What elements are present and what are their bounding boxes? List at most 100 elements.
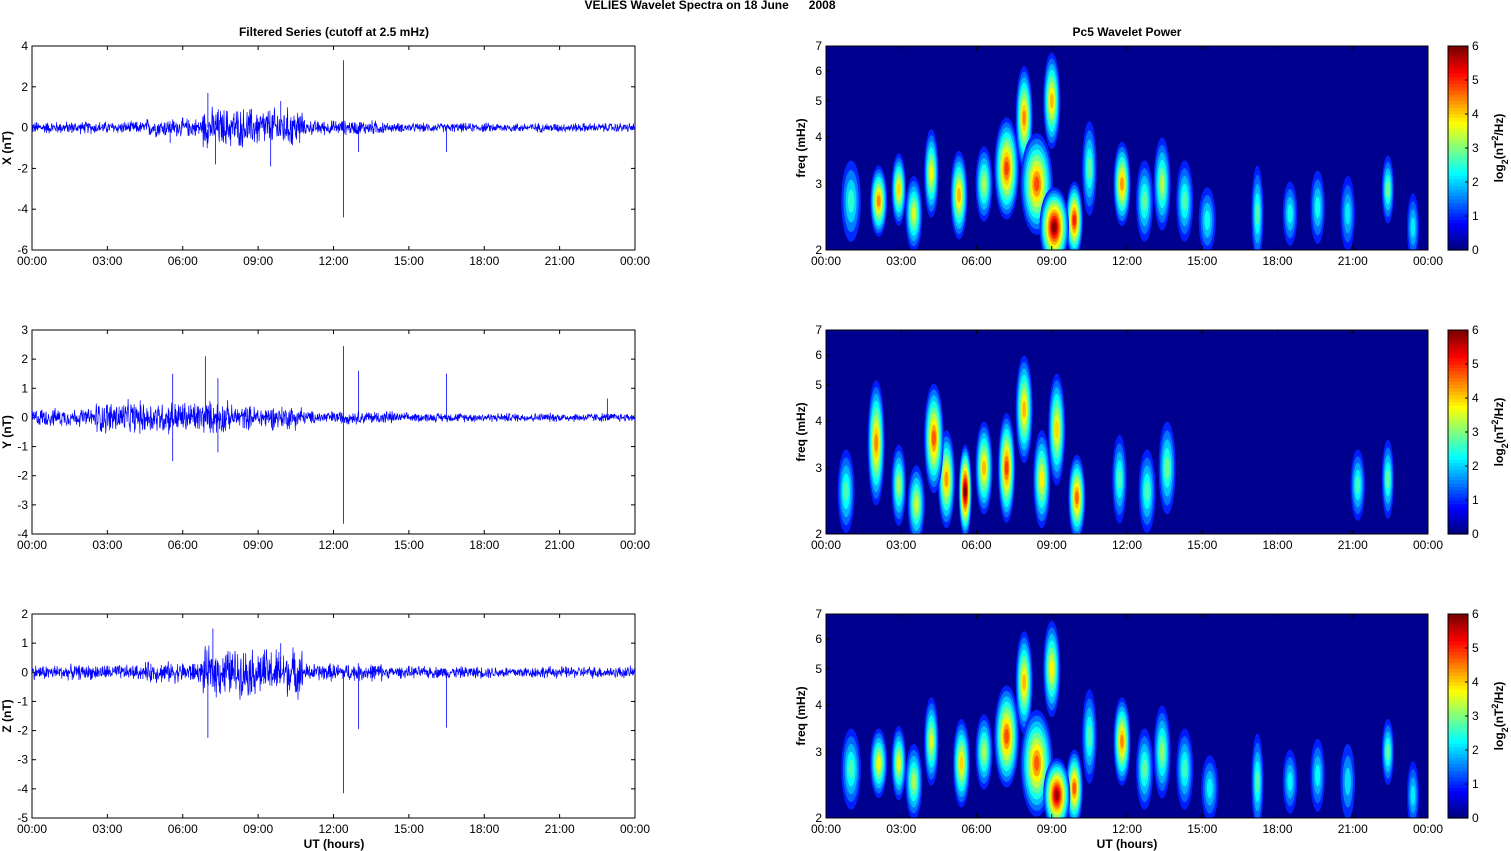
colorbar-cell — [1448, 178, 1468, 183]
colorbar-cell — [1448, 46, 1468, 50]
x-tick-label: 15:00 — [394, 822, 424, 836]
x-tick-label: 09:00 — [243, 538, 273, 552]
colorbar-cell — [1448, 404, 1468, 409]
colorbar-cell — [1448, 367, 1468, 372]
colorbar-cell — [1448, 503, 1468, 508]
x-tick-label: 09:00 — [1037, 538, 1067, 552]
y-tick-label: -2 — [17, 724, 28, 738]
colorbar-cell — [1448, 709, 1468, 714]
power-blob — [1087, 157, 1092, 180]
colorbar-cell — [1448, 97, 1468, 101]
colorbar-cell — [1448, 117, 1468, 122]
x-tick-label: 09:00 — [1037, 822, 1067, 836]
line-panel-2: -4 -3 -2 -1 0 1 2 3 00:00 03:00 06:00 09:00 12:00 15:… — [0, 323, 650, 552]
x-tick-label: 03:00 — [92, 538, 122, 552]
label-sup: 2 — [1490, 136, 1500, 141]
x-tick-label: 03:00 — [92, 254, 122, 268]
colorbar-cell — [1448, 124, 1468, 129]
x-tick-label: 21:00 — [545, 822, 575, 836]
power-blob — [1355, 476, 1361, 494]
label-part: /Hz) — [1492, 114, 1506, 136]
power-blob — [896, 183, 901, 196]
colorbar-cell — [1448, 722, 1468, 727]
power-blob — [843, 481, 849, 502]
colorbar-cell — [1448, 644, 1468, 649]
label-sub: 2 — [1500, 727, 1510, 732]
colorbar-cell — [1448, 733, 1468, 737]
colorbar-cell — [1448, 80, 1468, 84]
y-tick-label: 3 — [815, 177, 822, 191]
power-blob — [1287, 772, 1293, 792]
power-blob — [876, 195, 881, 207]
colorbar-cell — [1448, 753, 1468, 758]
power-blob — [1034, 755, 1040, 771]
colorbar-cell — [1448, 631, 1468, 635]
colorbar-cell — [1448, 222, 1468, 227]
colorbar-cell — [1448, 418, 1468, 423]
power-blob — [1410, 217, 1416, 238]
left-column-title: Filtered Series (cutoff at 2.5 mHz) — [239, 25, 429, 39]
x-tick-label: 00:00 — [620, 538, 650, 552]
y-tick-label: 2 — [815, 811, 822, 825]
power-blob — [1087, 725, 1092, 748]
power-blob — [896, 756, 901, 771]
colorbar-cell — [1448, 226, 1468, 231]
heatmap-cells — [837, 355, 1394, 534]
colorbar-cell — [1448, 336, 1468, 341]
figure-suptitle: VELIES Wavelet Spectra on 18 June 2008 — [585, 0, 836, 12]
y-tick-label: -4 — [17, 527, 28, 541]
colorbar-tick-label: 1 — [1472, 493, 1479, 507]
colorbar-cell — [1448, 438, 1468, 443]
power-blob — [1004, 460, 1009, 476]
power-blob — [1315, 764, 1321, 786]
x-tick-label: 06:00 — [168, 822, 198, 836]
x-tick-label: 18:00 — [1262, 538, 1292, 552]
colorbar-cell — [1448, 777, 1468, 782]
colorbar-label: log2(nT2/Hz) — [1490, 114, 1510, 183]
colorbar-cell — [1448, 182, 1468, 186]
colorbar-cell — [1448, 432, 1468, 436]
x-tick-label: 12:00 — [318, 254, 348, 268]
colorbar-cell — [1448, 486, 1468, 491]
colorbar-cell — [1448, 171, 1468, 176]
x-tick-label: 18:00 — [469, 254, 499, 268]
x-tick-label: 18:00 — [1262, 254, 1292, 268]
line-panel-1: -6 -4 -2 0 2 4 00:00 03:00 06:00 09:00 12:00 15:00 1… — [0, 39, 650, 268]
colorbar-cell — [1448, 90, 1468, 95]
colorbar-cell — [1448, 794, 1468, 799]
y-tick-label: -2 — [17, 469, 28, 483]
power-blob — [929, 165, 934, 182]
power-blob — [1049, 93, 1054, 109]
power-blob — [1120, 176, 1124, 191]
colorbar-tick-label: 2 — [1472, 175, 1479, 189]
y-tick-label: 1 — [21, 381, 28, 395]
colorbar-cell — [1448, 466, 1468, 470]
colorbar-cell — [1448, 398, 1468, 402]
power-blob — [1004, 728, 1009, 744]
colorbar-cell — [1448, 729, 1468, 734]
plot-area — [31, 613, 636, 819]
heatmap-panel-3: 2 3 4 5 6 7 00:00 03:00 06:00 09:00 12:00 15:00 18:0… — [794, 607, 1510, 836]
y-tick-label: 4 — [815, 130, 822, 144]
colorbar-cell — [1448, 462, 1468, 467]
colorbar-cell — [1448, 353, 1468, 358]
colorbar-cell — [1448, 73, 1468, 78]
x-tick-label: 21:00 — [545, 538, 575, 552]
colorbar-cell — [1448, 103, 1468, 108]
power-blob — [1410, 785, 1416, 806]
colorbar-tick-label: 6 — [1472, 607, 1479, 621]
y-tick-label: 0 — [21, 121, 28, 135]
y-tick-label: -3 — [17, 498, 28, 512]
colorbar-cell — [1448, 685, 1468, 690]
power-blob — [1164, 457, 1170, 479]
y-tick-label: 3 — [815, 461, 822, 475]
power-blob — [896, 476, 901, 494]
y-tick-label: 4 — [21, 39, 28, 53]
colorbar-cell — [1448, 716, 1468, 720]
colorbar-cell — [1448, 510, 1468, 515]
colorbar-cell — [1448, 661, 1468, 666]
colorbar-cell — [1448, 455, 1468, 460]
colorbar-cell — [1448, 699, 1468, 703]
colorbar-cell — [1448, 216, 1468, 220]
power-blob — [848, 759, 854, 779]
